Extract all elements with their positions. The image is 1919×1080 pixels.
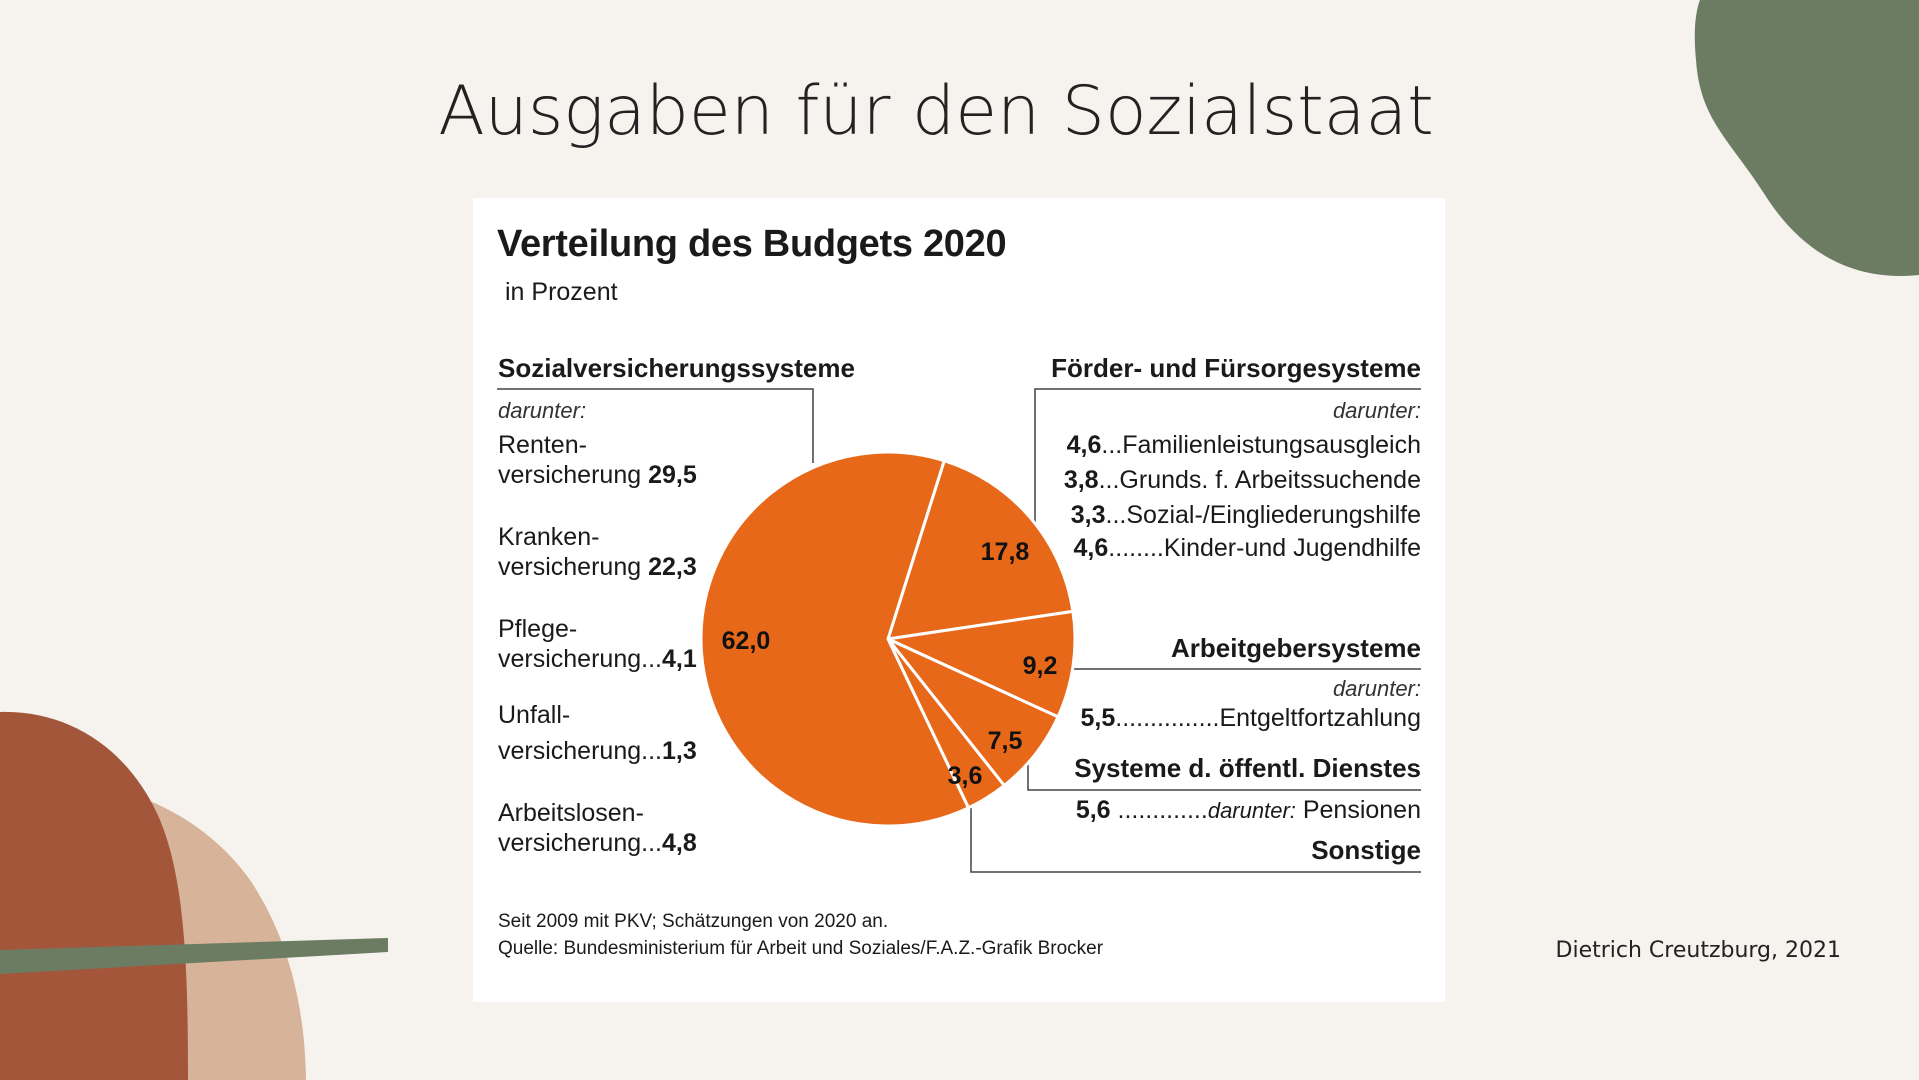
pie-slice-label: 3,6 <box>948 762 983 790</box>
left-item-value: 1,3 <box>661 737 697 765</box>
foerder-item-value: 4,6 <box>1073 534 1109 562</box>
arbeitgeber-item-value: 5,5 <box>1080 704 1116 732</box>
foerder-item-text: ...Familienleistungsausgleich <box>1101 431 1421 459</box>
left-item-pflege: Pflege- versicherung...4,1 <box>498 614 697 674</box>
left-item-line1: Renten- <box>498 431 587 459</box>
pie-slice-label: 62,0 <box>722 627 771 655</box>
darunter-label: darunter: <box>1332 676 1421 701</box>
foerder-heading: Förder- und Fürsorgesysteme <box>1051 353 1421 383</box>
left-item-line1: Kranken- <box>498 523 600 551</box>
pie-slice <box>886 609 1077 719</box>
foerder-item-text: ...Grunds. f. Arbeitssuchende <box>1098 466 1421 494</box>
left-item-value: 29,5 <box>648 461 697 489</box>
dienst-heading: Systeme d. öffentl. Dienstes <box>1074 753 1421 783</box>
left-item-unfall: Unfall- versicherung...1,3 <box>498 700 697 766</box>
pie-slice <box>699 450 970 828</box>
footnote-source: Quelle: Bundesministerium für Arbeit und… <box>498 938 1104 959</box>
pie-chart: 17,8 9,2 7,53,6 62,0 <box>699 450 1077 828</box>
left-item-value: 4,8 <box>661 829 697 857</box>
pie-slice-label: 9,2 <box>1023 652 1058 680</box>
chart-card: 17,8 9,2 7,5 3,6 62,0 Verteilung des Budgets… <box>473 198 1445 1002</box>
left-item-kranken: Kranken- versicherung 22,3 <box>498 522 697 582</box>
left-item-value: 4,1 <box>661 645 697 673</box>
sozialversicherung-heading: Sozialversicherungssysteme <box>498 353 855 383</box>
pie-slice-label: 7,5 <box>988 727 1023 755</box>
foerder-item: 3,3...Sozial-/Eingliederungshilfe <box>1071 500 1421 530</box>
chart-subtitle: in Prozent <box>505 278 618 306</box>
left-item-line2: versicherung... <box>498 829 662 857</box>
left-item-line2: versicherung... <box>498 645 662 673</box>
left-item-line1: Unfall- <box>498 701 571 729</box>
pie-slice-label: 17,8 <box>981 538 1030 566</box>
foerder-item-text: ...Sozial-/Eingliederungshilfe <box>1105 501 1421 529</box>
foerder-item-value: 4,6 <box>1066 431 1102 459</box>
foerder-item-value: 3,8 <box>1063 466 1099 494</box>
left-item-arbeitslosen: Arbeitslosen- versicherung...4,8 <box>498 798 697 858</box>
dienst-item-dots: ............. <box>1110 796 1208 824</box>
left-item-line2: versicherung <box>498 461 642 489</box>
left-item-line2: versicherung <box>498 553 642 581</box>
sonstige-heading: Sonstige <box>1311 835 1421 865</box>
dienst-item-value: 5,6 <box>1075 796 1111 824</box>
author-credit: Dietrich Creutzburg, 2021 <box>1555 938 1841 963</box>
left-item-line1: Arbeitslosen- <box>498 799 644 827</box>
arbeitgeber-item-text: ...............Entgeltfortzahlung <box>1115 704 1421 732</box>
deco-green-stroke <box>0 938 388 974</box>
deco-rust-arch <box>0 711 188 1080</box>
foerder-item: 3,8...Grunds. f. Arbeitssuchende <box>1064 465 1421 495</box>
dienst-item-darunter: darunter: <box>1207 798 1296 823</box>
foerder-item: 4,6........Kinder-und Jugendhilfe <box>1074 533 1421 563</box>
pie-slice <box>886 459 1075 641</box>
left-item-line2: versicherung... <box>498 737 662 765</box>
foerder-item-value: 3,3 <box>1070 501 1106 529</box>
arbeitgeber-item: 5,5...............Entgeltfortzahlung <box>1081 703 1421 733</box>
darunter-label: darunter: <box>1332 398 1421 423</box>
dienst-item-text: Pensionen <box>1295 796 1421 824</box>
deco-green-blob <box>1694 0 1919 276</box>
footnote-pkv: Seit 2009 mit PKV; Schätzungen von 2020 … <box>498 911 889 932</box>
slide-title: Ausgaben für den Sozialstaat <box>438 72 1434 151</box>
dienst-item: 5,6 .............darunter: Pensionen <box>1076 795 1421 826</box>
left-item-line1: Pflege- <box>498 615 578 643</box>
foerder-item: 4,6...Familienleistungsausgleich <box>1067 430 1421 460</box>
left-item-renten: Renten- versicherung 29,5 <box>498 430 697 490</box>
left-item-value: 22,3 <box>648 553 697 581</box>
foerder-item-text: ........Kinder-und Jugendhilfe <box>1108 534 1421 562</box>
darunter-label: darunter: <box>498 398 587 423</box>
chart-title: Verteilung des Budgets 2020 <box>497 223 1007 265</box>
arbeitgeber-heading: Arbeitgebersysteme <box>1171 633 1421 663</box>
